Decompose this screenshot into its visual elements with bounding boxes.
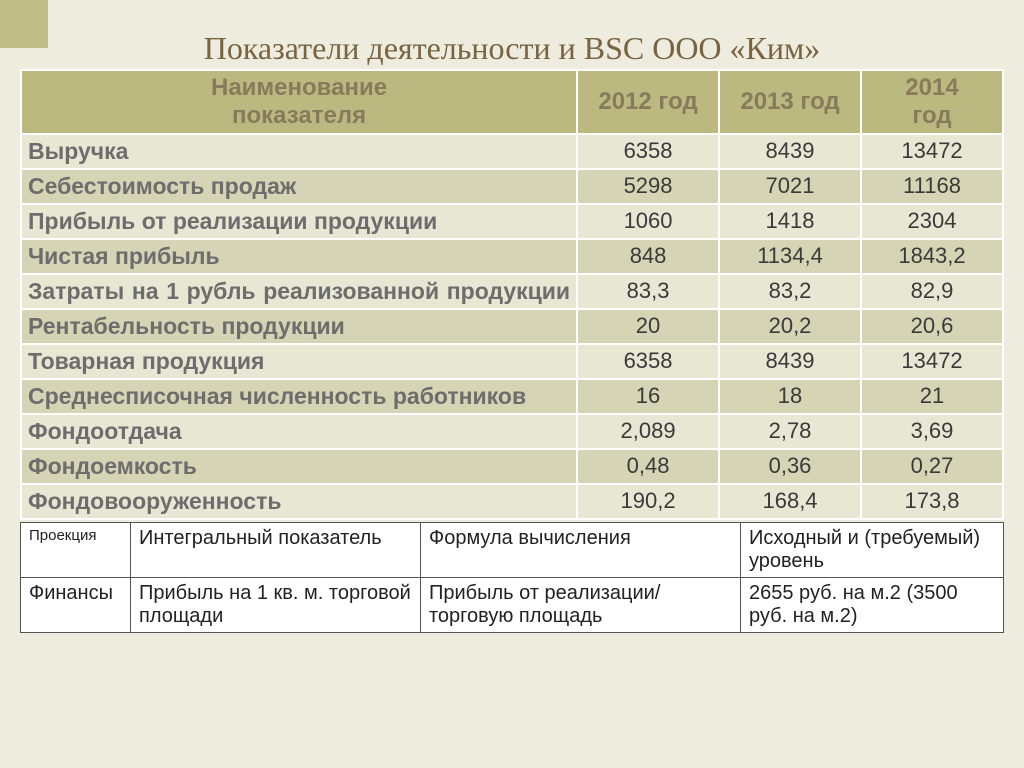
- sub-r1: Финансы: [21, 578, 131, 633]
- table-row: Прибыль от реализации продукции106014182…: [21, 204, 1003, 239]
- sub-h4: Исходный и (требуемый) уровень: [741, 523, 1004, 578]
- cell-value: 0,36: [719, 449, 861, 484]
- cell-value: 13472: [861, 344, 1003, 379]
- corner-decoration: [0, 0, 48, 48]
- cell-value: 3,69: [861, 414, 1003, 449]
- cell-value: 1134,4: [719, 239, 861, 274]
- table-row: Фондоемкость0,480,360,27: [21, 449, 1003, 484]
- table-row: Рентабельность продукции2020,220,6: [21, 309, 1003, 344]
- row-label: Выручка: [21, 134, 577, 169]
- cell-value: 1060: [577, 204, 719, 239]
- cell-value: 7021: [719, 169, 861, 204]
- row-label: Среднесписочная численность работников: [21, 379, 577, 414]
- table-row: Чистая прибыль8481134,41843,2: [21, 239, 1003, 274]
- cell-value: 20,2: [719, 309, 861, 344]
- cell-value: 0,27: [861, 449, 1003, 484]
- cell-value: 2,089: [577, 414, 719, 449]
- cell-value: 83,3: [577, 274, 719, 309]
- sub-r2: Прибыль на 1 кв. м. торговой площади: [131, 578, 421, 633]
- sub-r3: Прибыль от реализации/ торговую площадь: [421, 578, 741, 633]
- row-label: Прибыль от реализации продукции: [21, 204, 577, 239]
- slide: Показатели деятельности и BSC ООО «Ким» …: [0, 0, 1024, 768]
- row-label: Фондоемкость: [21, 449, 577, 484]
- header-2014: 2014 год: [861, 70, 1003, 134]
- cell-value: 2304: [861, 204, 1003, 239]
- slide-title: Показатели деятельности и BSC ООО «Ким»: [20, 30, 1004, 67]
- row-label: Товарная продукция: [21, 344, 577, 379]
- sub-table: Проекция Интегральный показатель Формула…: [20, 522, 1004, 633]
- cell-value: 8439: [719, 344, 861, 379]
- cell-value: 848: [577, 239, 719, 274]
- header-2013: 2013 год: [719, 70, 861, 134]
- cell-value: 168,4: [719, 484, 861, 519]
- table-row: Затраты на 1 рубль реализованной продукц…: [21, 274, 1003, 309]
- table-header-row: Наименование показателя 2012 год 2013 го…: [21, 70, 1003, 134]
- table-row: Среднесписочная численность работников16…: [21, 379, 1003, 414]
- cell-value: 6358: [577, 344, 719, 379]
- table-row: Себестоимость продаж5298702111168: [21, 169, 1003, 204]
- sub-h2: Интегральный показатель: [131, 523, 421, 578]
- table-row: Фондоотдача2,0892,783,69: [21, 414, 1003, 449]
- cell-value: 0,48: [577, 449, 719, 484]
- row-label: Фондоотдача: [21, 414, 577, 449]
- cell-value: 5298: [577, 169, 719, 204]
- row-label: Себестоимость продаж: [21, 169, 577, 204]
- cell-value: 173,8: [861, 484, 1003, 519]
- cell-value: 8439: [719, 134, 861, 169]
- row-label: Рентабельность продукции: [21, 309, 577, 344]
- cell-value: 1418: [719, 204, 861, 239]
- sub-table-header: Проекция Интегральный показатель Формула…: [21, 523, 1004, 578]
- row-label: Фондовооруженность: [21, 484, 577, 519]
- cell-value: 83,2: [719, 274, 861, 309]
- row-label: Затраты на 1 рубль реализованной продукц…: [21, 274, 577, 309]
- cell-value: 13472: [861, 134, 1003, 169]
- table-row: Фондовооруженность190,2168,4173,8: [21, 484, 1003, 519]
- cell-value: 21: [861, 379, 1003, 414]
- table-row: Выручка6358843913472: [21, 134, 1003, 169]
- cell-value: 82,9: [861, 274, 1003, 309]
- cell-value: 16: [577, 379, 719, 414]
- sub-r4: 2655 руб. на м.2 (3500 руб. на м.2): [741, 578, 1004, 633]
- header-name: Наименование показателя: [21, 70, 577, 134]
- cell-value: 20: [577, 309, 719, 344]
- header-2012: 2012 год: [577, 70, 719, 134]
- table-row: Товарная продукция6358843913472: [21, 344, 1003, 379]
- sub-h1: Проекция: [21, 523, 131, 578]
- cell-value: 18: [719, 379, 861, 414]
- sub-h3: Формула вычисления: [421, 523, 741, 578]
- sub-table-row: Финансы Прибыль на 1 кв. м. торговой пло…: [21, 578, 1004, 633]
- cell-value: 190,2: [577, 484, 719, 519]
- row-label: Чистая прибыль: [21, 239, 577, 274]
- main-data-table: Наименование показателя 2012 год 2013 го…: [20, 69, 1004, 520]
- cell-value: 6358: [577, 134, 719, 169]
- cell-value: 1843,2: [861, 239, 1003, 274]
- cell-value: 20,6: [861, 309, 1003, 344]
- cell-value: 11168: [861, 169, 1003, 204]
- cell-value: 2,78: [719, 414, 861, 449]
